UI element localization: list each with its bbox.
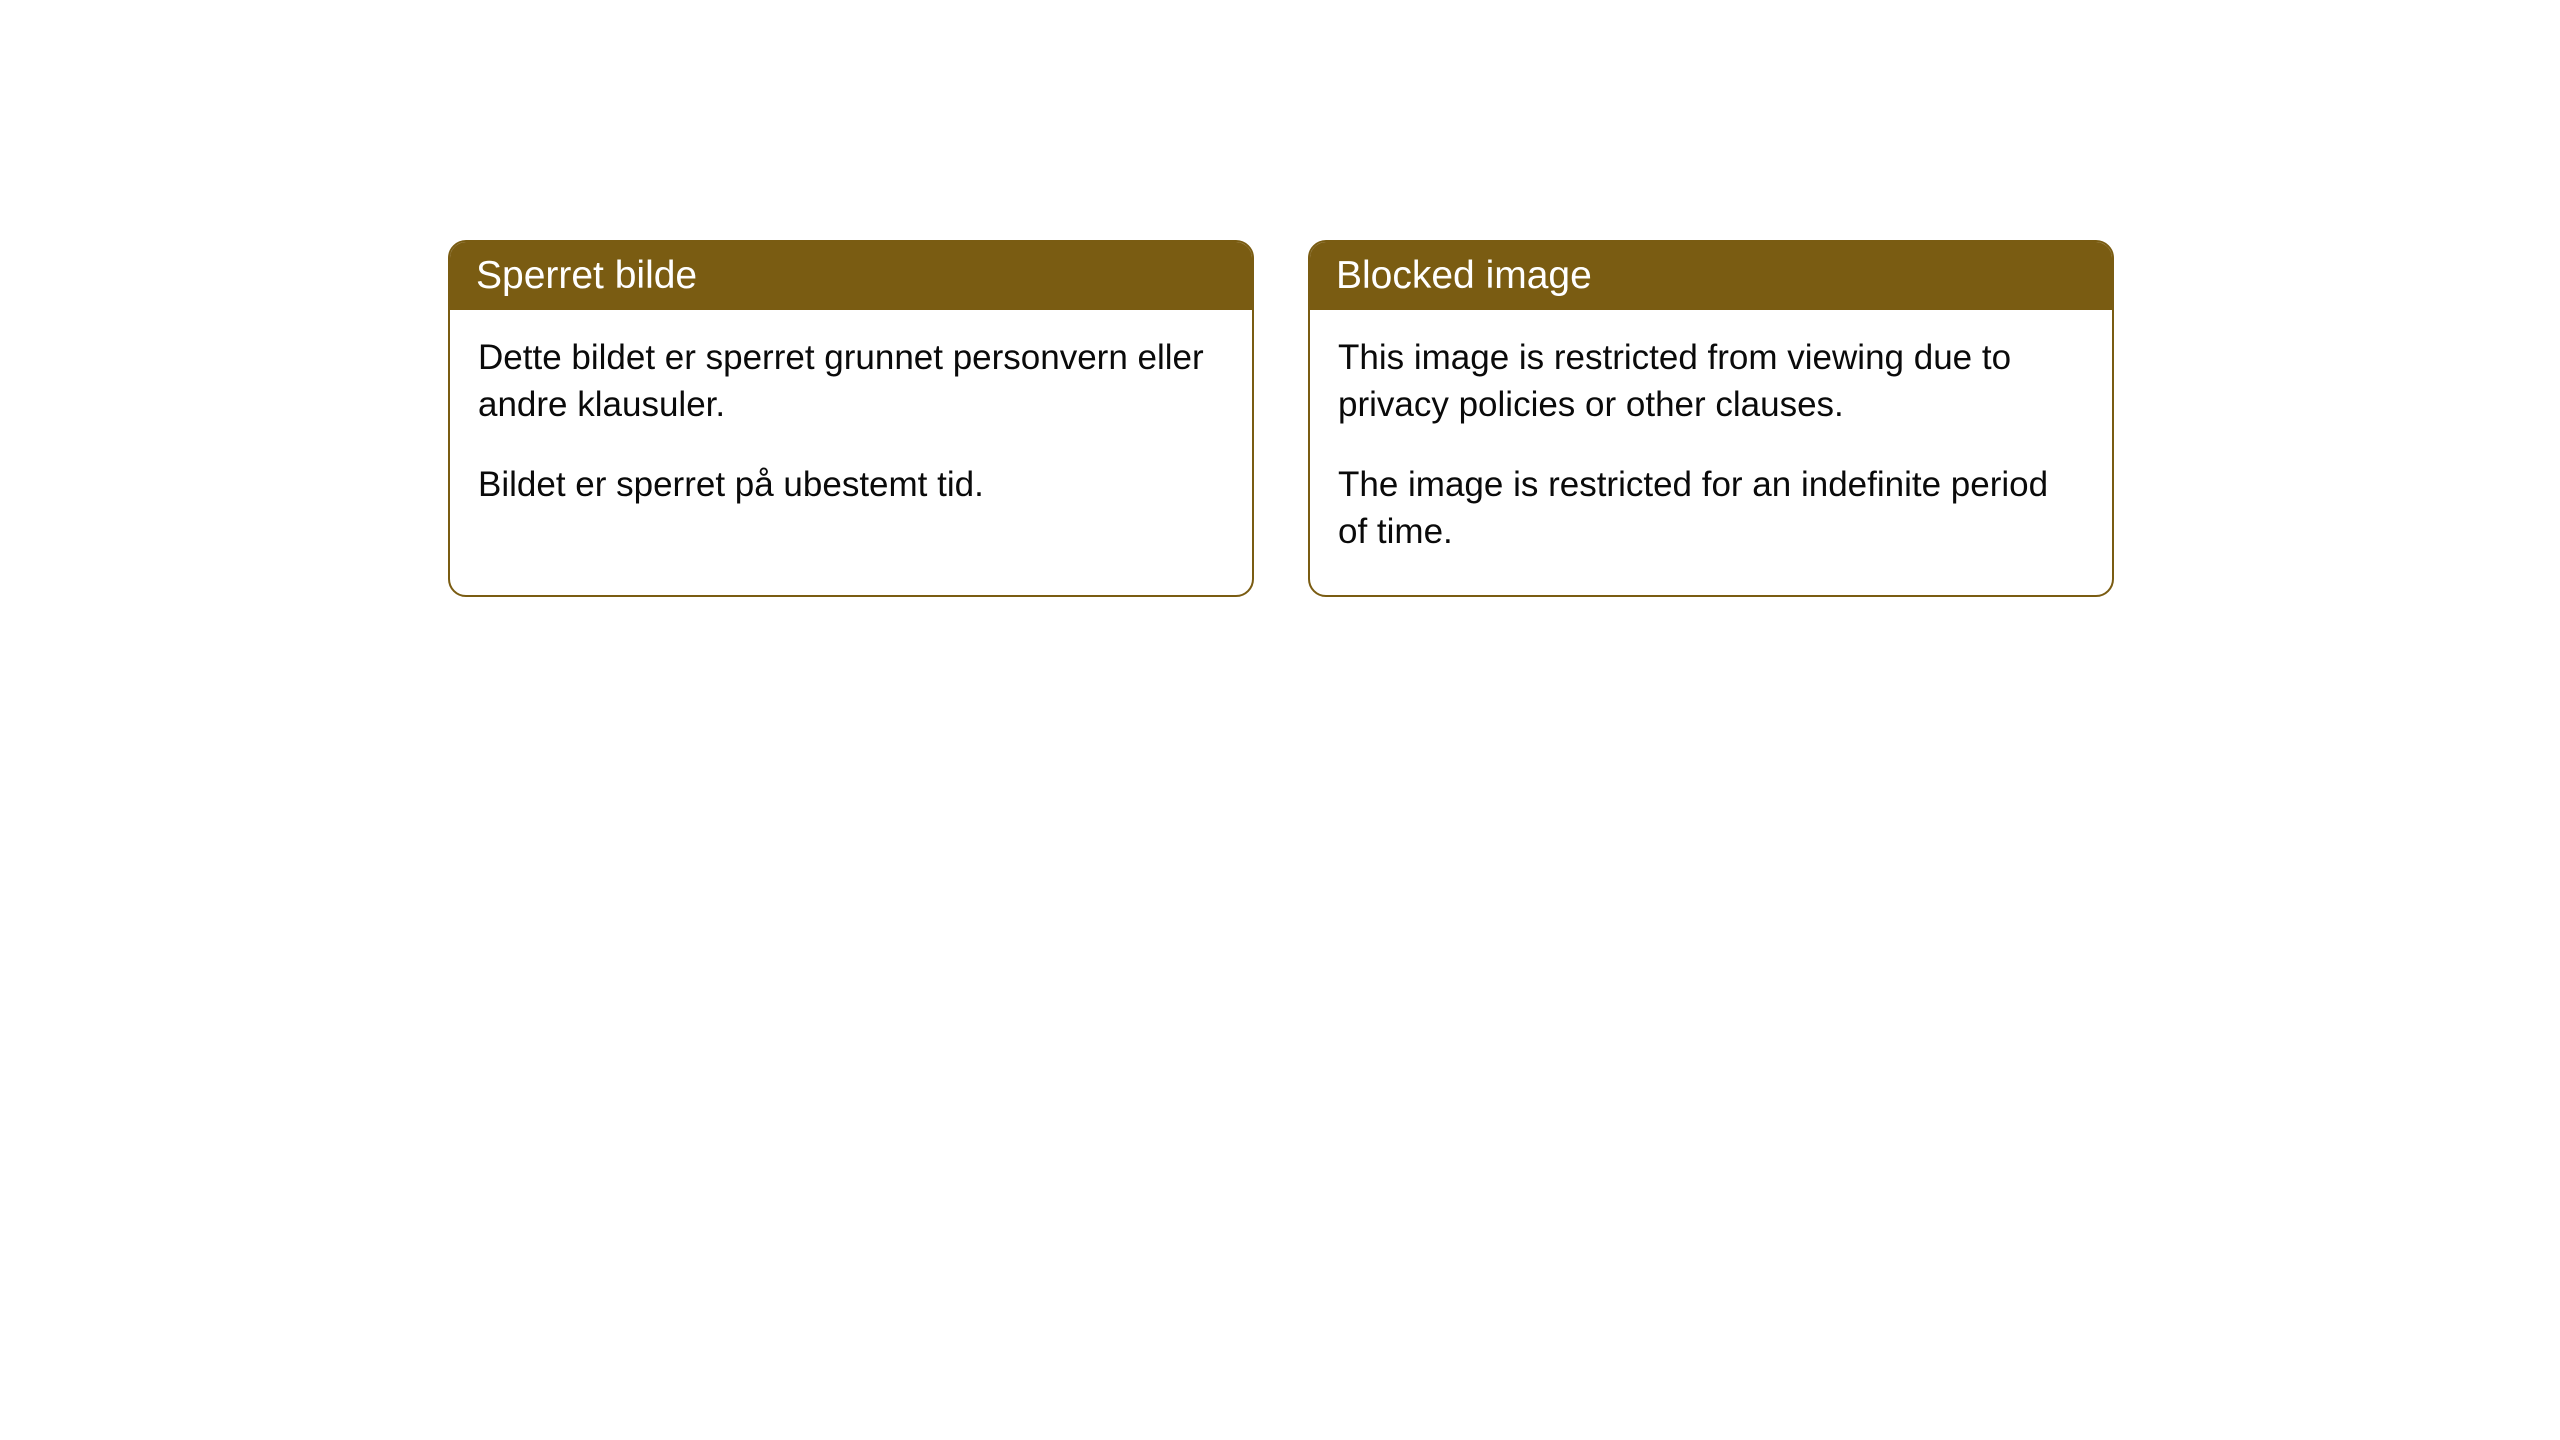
- card-body-norwegian: Dette bildet er sperret grunnet personve…: [450, 310, 1252, 548]
- card-paragraph: Dette bildet er sperret grunnet personve…: [478, 334, 1224, 429]
- blocked-image-card-norwegian: Sperret bilde Dette bildet er sperret gr…: [448, 240, 1254, 597]
- blocked-image-card-english: Blocked image This image is restricted f…: [1308, 240, 2114, 597]
- card-paragraph: This image is restricted from viewing du…: [1338, 334, 2084, 429]
- card-title-norwegian: Sperret bilde: [450, 242, 1252, 310]
- notice-cards-container: Sperret bilde Dette bildet er sperret gr…: [0, 0, 2560, 597]
- card-title-english: Blocked image: [1310, 242, 2112, 310]
- card-body-english: This image is restricted from viewing du…: [1310, 310, 2112, 595]
- card-paragraph: Bildet er sperret på ubestemt tid.: [478, 461, 1224, 508]
- card-paragraph: The image is restricted for an indefinit…: [1338, 461, 2084, 556]
